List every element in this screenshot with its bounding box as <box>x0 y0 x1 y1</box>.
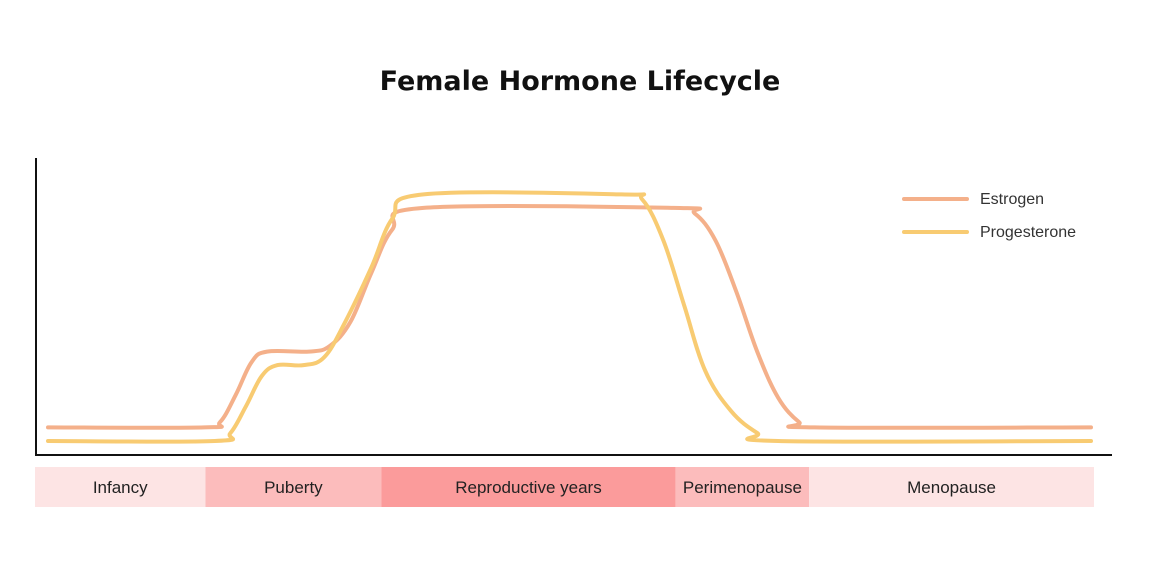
phase-segment-menopause <box>809 467 1094 507</box>
legend-label-progesterone: Progesterone <box>980 224 1076 241</box>
phase-label-puberty: Puberty <box>264 478 323 497</box>
legend: Estrogen Progesterone <box>902 191 1076 241</box>
phase-label-reproductive-years: Reproductive years <box>455 478 601 497</box>
phase-segment-reproductive-years <box>381 467 676 507</box>
phase-label-infancy: Infancy <box>93 478 148 497</box>
series-line-progesterone <box>46 190 1093 444</box>
phase-segment-infancy <box>35 467 206 507</box>
legend-label-estrogen: Estrogen <box>980 191 1044 208</box>
phase-label-perimenopause: Perimenopause <box>683 478 802 497</box>
life-phase-bar: Infancy Puberty Reproductive years Perimeno… <box>35 467 1094 507</box>
series-layer <box>46 190 1093 444</box>
series-line-estrogen <box>46 203 1093 430</box>
phase-segment-puberty <box>205 467 382 507</box>
phase-segment-perimenopause <box>675 467 810 507</box>
chart-title: Female Hormone Lifecycle <box>380 66 781 97</box>
phase-label-menopause: Menopause <box>907 478 996 497</box>
